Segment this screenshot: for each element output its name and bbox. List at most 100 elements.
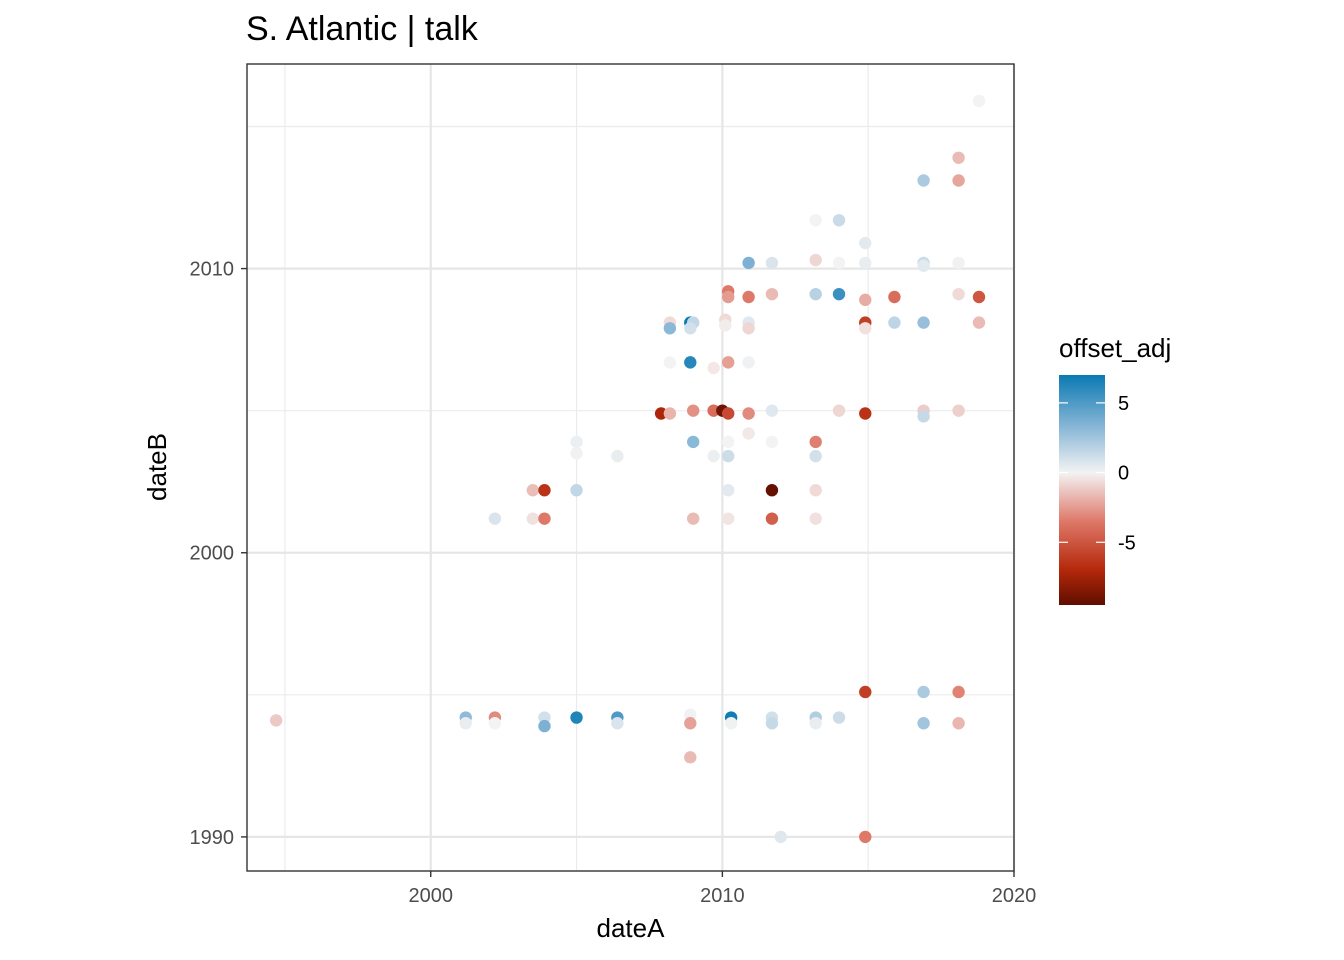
data-point <box>742 356 755 369</box>
data-point <box>663 322 677 335</box>
data-point <box>687 435 700 449</box>
data-point <box>832 404 846 417</box>
data-point <box>526 512 540 525</box>
data-point <box>742 322 755 335</box>
data-point <box>721 435 735 449</box>
y-axis-title: dateB <box>142 433 172 501</box>
data-point <box>570 435 583 449</box>
data-point <box>707 404 720 417</box>
data-point <box>952 287 965 301</box>
data-point <box>809 214 822 227</box>
plot-panel-background <box>247 64 1014 871</box>
y-tick-label: 1990 <box>190 827 235 849</box>
data-point <box>832 214 846 227</box>
data-point <box>707 449 720 463</box>
data-point <box>765 404 779 417</box>
data-point <box>459 717 472 730</box>
data-point <box>538 711 551 724</box>
data-point <box>765 484 779 497</box>
data-points <box>269 94 986 844</box>
data-point <box>917 316 930 329</box>
data-point <box>721 356 735 369</box>
plot-panel-border <box>246 63 1015 872</box>
data-point <box>742 256 755 270</box>
data-point <box>859 322 872 335</box>
x-axis-title: dateA <box>597 913 666 943</box>
data-point <box>809 449 822 463</box>
data-point <box>952 151 965 164</box>
data-point <box>888 290 901 304</box>
data-point <box>721 449 735 463</box>
data-point <box>917 685 930 699</box>
data-point <box>687 404 700 417</box>
data-point <box>742 290 755 304</box>
data-point <box>611 449 624 463</box>
data-point <box>765 256 779 270</box>
x-tick-label: 2010 <box>700 885 745 907</box>
data-point <box>684 322 697 335</box>
data-point <box>972 316 986 329</box>
data-point <box>765 717 779 730</box>
data-point <box>774 830 787 844</box>
data-point <box>952 717 965 730</box>
data-point <box>719 319 732 332</box>
data-point <box>724 717 738 730</box>
data-point <box>859 685 872 699</box>
data-point <box>742 427 755 440</box>
data-point <box>684 717 697 730</box>
data-point <box>952 256 965 270</box>
data-point <box>721 484 735 497</box>
data-point <box>721 407 735 420</box>
data-point <box>538 719 551 733</box>
data-point <box>269 714 283 727</box>
data-point <box>570 447 583 460</box>
data-point <box>809 253 822 267</box>
data-point <box>952 404 965 417</box>
data-point <box>684 708 697 721</box>
data-point <box>684 356 697 369</box>
data-point <box>859 830 872 844</box>
data-point <box>765 512 779 525</box>
data-point <box>888 316 901 329</box>
data-point <box>663 356 677 369</box>
legend-colorbar <box>1059 375 1105 605</box>
data-point <box>809 512 822 525</box>
data-point <box>721 512 735 525</box>
data-point <box>765 435 779 449</box>
legend-tick-label: -5 <box>1118 532 1136 554</box>
data-point <box>687 512 700 525</box>
data-point <box>654 407 668 420</box>
data-point <box>917 174 930 187</box>
data-point <box>859 293 872 307</box>
data-point <box>611 717 624 730</box>
data-point <box>952 174 965 187</box>
chart-title: S. Atlantic | talk <box>246 10 479 48</box>
data-point <box>859 256 872 270</box>
data-point <box>488 512 502 525</box>
data-point <box>684 751 697 764</box>
data-point <box>538 512 551 525</box>
data-point <box>721 290 735 304</box>
data-point <box>832 287 846 301</box>
data-point <box>526 484 540 497</box>
x-tick-label: 2020 <box>992 885 1037 907</box>
data-point <box>917 259 930 272</box>
data-point <box>765 287 779 301</box>
data-point <box>488 717 502 730</box>
legend-tick-label: 5 <box>1118 393 1129 415</box>
data-point <box>538 484 551 497</box>
data-point <box>972 94 986 108</box>
legend-title: offset_adj <box>1059 333 1171 363</box>
y-tick-label: 2010 <box>190 259 235 281</box>
data-point <box>832 711 846 724</box>
data-point <box>859 407 872 420</box>
color-legend: offset_adj 5 0 -5 <box>1059 333 1171 605</box>
data-point <box>809 287 822 301</box>
data-point <box>917 717 930 730</box>
data-point <box>809 435 822 449</box>
legend-ticks: 5 0 -5 <box>1059 393 1136 554</box>
data-point <box>859 236 872 250</box>
data-point <box>742 407 755 420</box>
data-point <box>809 484 822 497</box>
